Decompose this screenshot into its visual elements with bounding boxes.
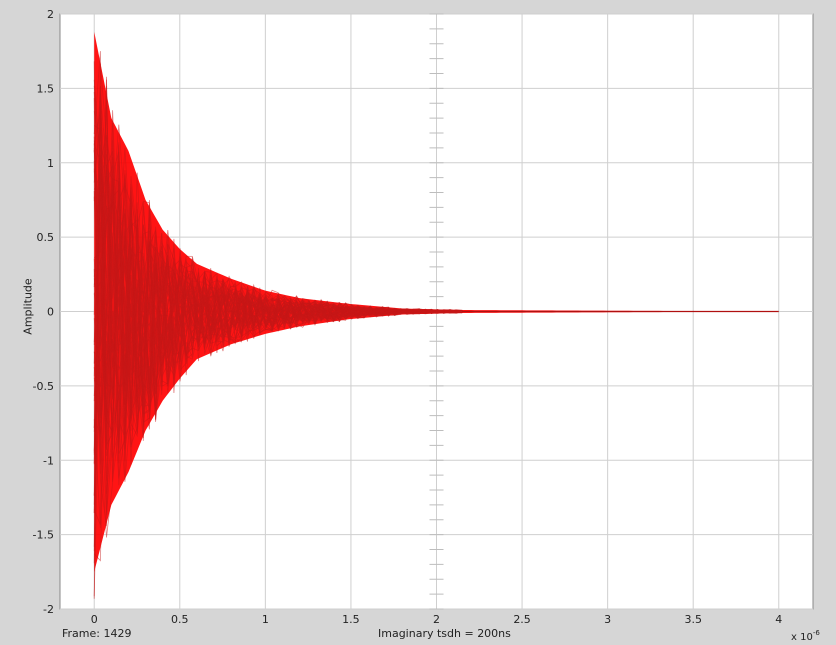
x-tick-label: 0.5 xyxy=(171,613,189,626)
x-tick-label: 2 xyxy=(433,613,440,626)
y-tick-label: -2 xyxy=(43,603,54,616)
y-tick-label: 2 xyxy=(47,8,54,21)
x-scale-text: x 10 xyxy=(791,632,813,643)
y-tick-label: -1 xyxy=(43,454,54,467)
x-scale-label: x 10-6 xyxy=(791,629,820,643)
y-tick-label: 1.5 xyxy=(37,82,55,95)
y-axis-label: Amplitude xyxy=(21,278,35,335)
trace-line xyxy=(93,176,463,564)
x-tick-label: 1 xyxy=(262,613,269,626)
x-axis-label: Imaginary tsdh = 200ns xyxy=(378,627,511,640)
x-scale-exponent: -6 xyxy=(812,629,820,637)
x-tick-label: 1.5 xyxy=(342,613,360,626)
x-tick-label: 2.5 xyxy=(513,613,531,626)
y-tick-label: 0.5 xyxy=(37,231,55,244)
x-tick-label: 0 xyxy=(91,613,98,626)
y-tick-label: -0.5 xyxy=(33,380,54,393)
trace-line xyxy=(93,85,463,465)
y-tick-label: -1.5 xyxy=(33,529,54,542)
y-tick-label: 1 xyxy=(47,157,54,170)
x-tick-label: 3 xyxy=(604,613,611,626)
frame-label: Frame: 1429 xyxy=(62,627,132,640)
y-tick-label: 0 xyxy=(47,306,54,319)
x-tick-label: 4 xyxy=(775,613,782,626)
trace-line xyxy=(93,168,463,447)
x-tick-label: 3.5 xyxy=(684,613,702,626)
